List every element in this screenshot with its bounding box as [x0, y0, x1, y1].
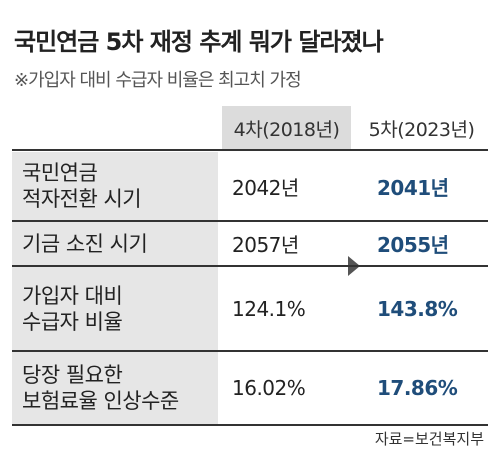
label-line: 국민연금: [22, 161, 98, 185]
rule: [12, 149, 488, 151]
source: 자료=보건복지부: [374, 430, 484, 448]
rule: [12, 424, 488, 426]
label-line: 당장 필요한: [22, 363, 123, 387]
value-2018: 16.02%: [232, 376, 306, 400]
value-2023: 17.86%: [377, 376, 458, 400]
value-2023: 143.8%: [377, 296, 458, 321]
value-2023: 2041년: [377, 175, 449, 200]
label-line: 가입자 대비: [22, 283, 123, 308]
row-label: 당장 필요한 보험료율 인상수준: [12, 352, 218, 424]
subtitle: ※가입자 대비 수급자 비율은 최고치 가정: [14, 70, 302, 91]
rule: [12, 350, 488, 352]
row-label: 국민연금 적자전환 시기: [12, 152, 218, 220]
title: 국민연금 5차 재정 추계 뭐가 달라졌나: [14, 28, 384, 56]
header-cell: 5차(2023년): [355, 106, 488, 150]
row-label: 기금 소진 시기: [12, 222, 218, 265]
value-2018: 124.1%: [232, 296, 306, 321]
value-2018: 2057년: [232, 233, 299, 257]
header-cell: 4차(2018년): [222, 106, 351, 150]
rule: [12, 220, 488, 222]
value-2023: 2055년: [377, 233, 449, 257]
label-line: 기금 소진 시기: [22, 231, 148, 256]
rule: [12, 265, 488, 267]
label-line: 수급자 비율: [22, 309, 123, 334]
label-line: 적자전환 시기: [22, 187, 142, 211]
value-2018: 2042년: [232, 175, 299, 200]
label-line: 보험료율 인상수준: [22, 389, 179, 413]
row-label: 가입자 대비 수급자 비율: [12, 267, 218, 350]
